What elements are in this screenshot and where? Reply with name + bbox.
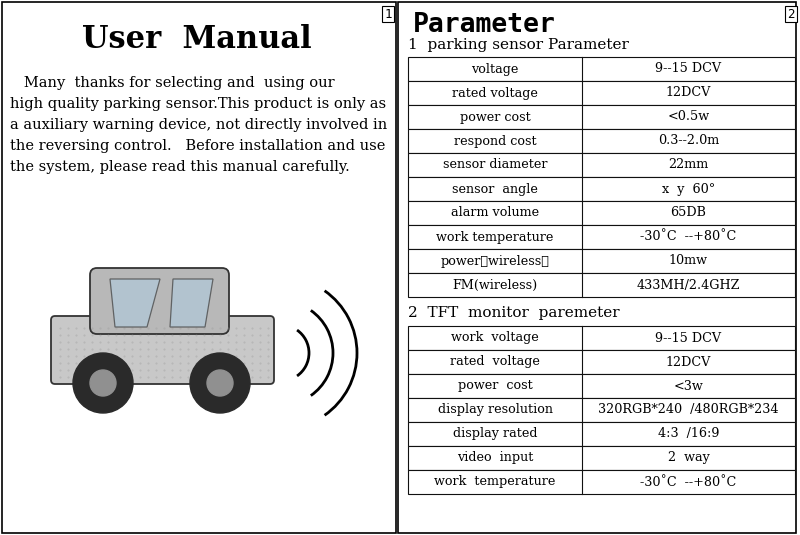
Text: alarm volume: alarm volume <box>451 207 539 219</box>
FancyBboxPatch shape <box>51 316 274 384</box>
Text: 10mw: 10mw <box>669 255 708 268</box>
Text: video  input: video input <box>457 452 533 464</box>
Text: high quality parking sensor.This product is only as: high quality parking sensor.This product… <box>10 97 386 111</box>
Text: 65DB: 65DB <box>670 207 706 219</box>
Text: 4:3  /16:9: 4:3 /16:9 <box>658 427 719 440</box>
Bar <box>408 273 795 297</box>
Bar <box>408 225 795 249</box>
Bar <box>408 422 795 446</box>
Bar <box>408 57 795 81</box>
Bar <box>398 2 796 533</box>
Text: power（wireless）: power（wireless） <box>441 255 550 268</box>
Text: respond cost: respond cost <box>454 134 536 148</box>
Text: 2: 2 <box>787 7 794 20</box>
Circle shape <box>90 370 116 396</box>
Text: <3w: <3w <box>674 379 703 393</box>
Bar <box>408 201 795 225</box>
Text: the system, please read this manual carefully.: the system, please read this manual care… <box>10 160 350 174</box>
Text: power  cost: power cost <box>458 379 532 393</box>
Circle shape <box>73 353 133 413</box>
Bar <box>408 153 795 177</box>
Text: 12DCV: 12DCV <box>666 87 711 100</box>
Text: <0.5w: <0.5w <box>667 111 710 124</box>
Bar <box>408 105 795 129</box>
Text: 320RGB*240  /480RGB*234: 320RGB*240 /480RGB*234 <box>598 403 778 417</box>
Text: display rated: display rated <box>453 427 538 440</box>
Polygon shape <box>170 279 213 327</box>
Text: a auxiliary warning device, not directly involved in: a auxiliary warning device, not directly… <box>10 118 387 132</box>
Circle shape <box>207 370 233 396</box>
Text: -30˚C  --+80˚C: -30˚C --+80˚C <box>640 231 737 243</box>
Text: display resolution: display resolution <box>438 403 553 417</box>
Text: sensor  angle: sensor angle <box>452 182 538 195</box>
Text: voltage: voltage <box>471 63 518 75</box>
FancyBboxPatch shape <box>90 268 229 334</box>
Text: 9--15 DCV: 9--15 DCV <box>655 332 722 345</box>
Text: 9--15 DCV: 9--15 DCV <box>655 63 722 75</box>
Bar <box>408 81 795 105</box>
Text: 22mm: 22mm <box>668 158 709 172</box>
Bar <box>2 2 396 533</box>
Text: -30˚C  --+80˚C: -30˚C --+80˚C <box>640 476 737 488</box>
Text: Many  thanks for selecting and  using our: Many thanks for selecting and using our <box>10 76 334 90</box>
Bar <box>408 446 795 470</box>
Text: 2  TFT  monitor  paremeter: 2 TFT monitor paremeter <box>408 306 620 320</box>
Text: power cost: power cost <box>460 111 530 124</box>
Bar <box>408 398 795 422</box>
Text: 1  parking sensor Parameter: 1 parking sensor Parameter <box>408 38 629 52</box>
Bar <box>408 374 795 398</box>
Text: work  voltage: work voltage <box>451 332 539 345</box>
Text: 433MH/2.4GHZ: 433MH/2.4GHZ <box>637 279 740 292</box>
Bar <box>408 470 795 494</box>
Text: x  y  60°: x y 60° <box>662 182 715 195</box>
Text: 12DCV: 12DCV <box>666 355 711 369</box>
Text: work  temperature: work temperature <box>434 476 556 488</box>
Bar <box>408 249 795 273</box>
Text: 0.3--2.0m: 0.3--2.0m <box>658 134 719 148</box>
Bar <box>408 350 795 374</box>
Text: Parameter: Parameter <box>413 12 556 38</box>
Text: sensor diameter: sensor diameter <box>442 158 547 172</box>
Text: work temperature: work temperature <box>436 231 554 243</box>
Text: rated  voltage: rated voltage <box>450 355 540 369</box>
Text: the reversing control.   Before installation and use: the reversing control. Before installati… <box>10 139 386 153</box>
Polygon shape <box>110 279 160 327</box>
Text: 2  way: 2 way <box>667 452 710 464</box>
Circle shape <box>190 353 250 413</box>
Text: FM(wireless): FM(wireless) <box>452 279 538 292</box>
Bar <box>408 326 795 350</box>
Text: 1: 1 <box>384 7 392 20</box>
Text: rated voltage: rated voltage <box>452 87 538 100</box>
Text: User  Manual: User Manual <box>82 25 312 56</box>
Bar <box>408 177 795 201</box>
Bar <box>408 129 795 153</box>
